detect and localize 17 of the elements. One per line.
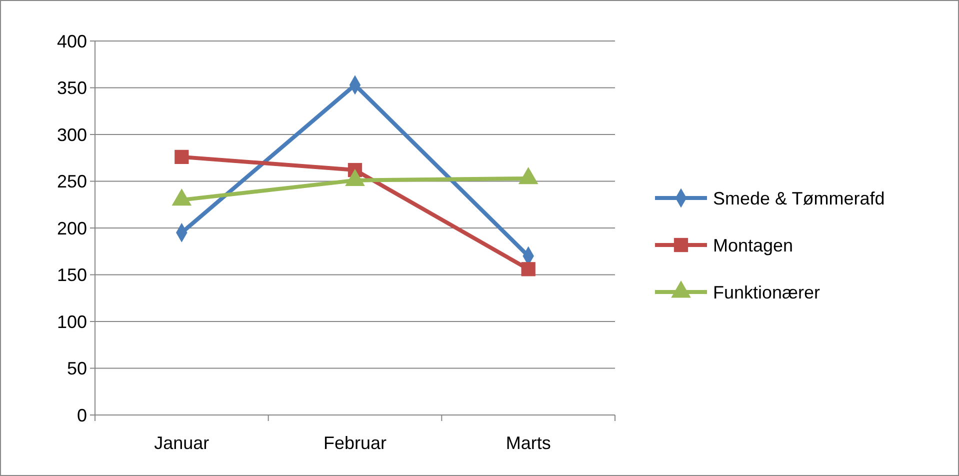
x-tick-label: Februar bbox=[323, 433, 387, 453]
y-tick-label: 150 bbox=[56, 265, 87, 286]
legend-label: Montagen bbox=[713, 235, 794, 256]
legend-label: Funktionærer bbox=[713, 282, 820, 302]
x-tick-label: Januar bbox=[154, 433, 210, 453]
y-tick-label: 400 bbox=[56, 31, 87, 52]
y-tick-label: 350 bbox=[56, 78, 87, 98]
y-tick-label: 200 bbox=[56, 218, 87, 238]
legend-label: Smede & Tømmerafd bbox=[713, 188, 885, 208]
x-tick-label: Marts bbox=[506, 433, 551, 453]
point bbox=[174, 150, 189, 164]
y-tick-label: 50 bbox=[66, 358, 87, 379]
point bbox=[521, 262, 536, 276]
y-tick-label: 250 bbox=[56, 172, 87, 192]
y-tick-label: 0 bbox=[76, 405, 87, 426]
y-tick-label: 300 bbox=[56, 124, 87, 145]
y-tick-label: 100 bbox=[56, 312, 87, 332]
